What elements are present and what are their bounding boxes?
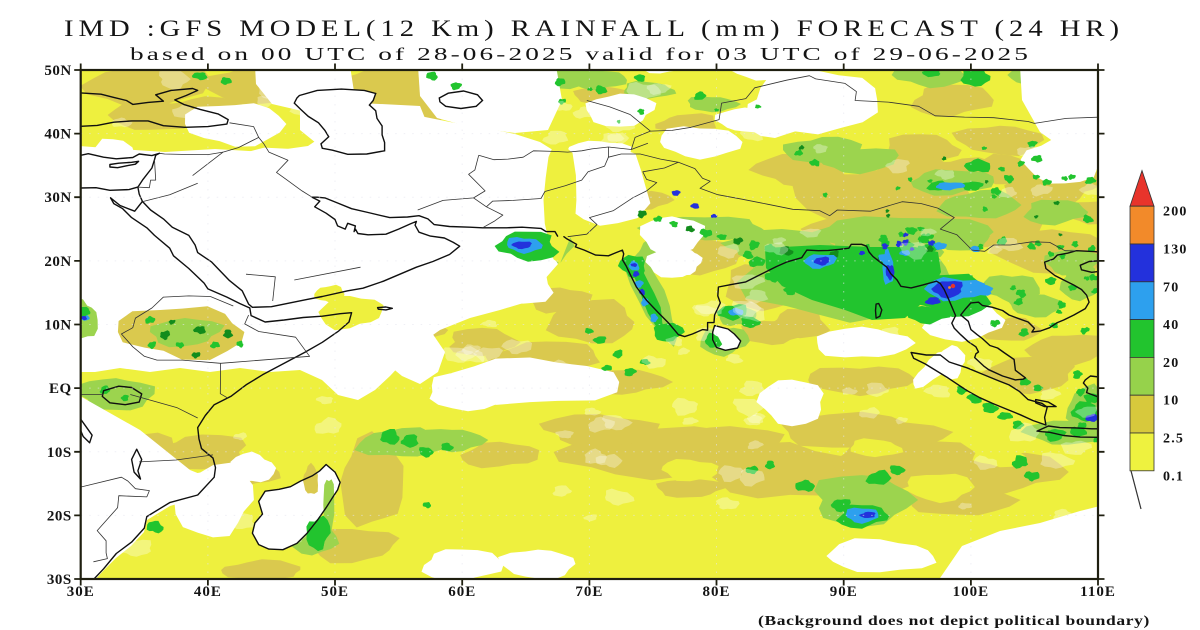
svg-text:50N: 50N	[44, 63, 71, 79]
svg-text:(Background does not depict po: (Background does not depict political bo…	[758, 613, 1150, 628]
svg-text:100E: 100E	[953, 584, 990, 600]
svg-text:IMD :GFS MODEL(12 Km) RAINFALL: IMD :GFS MODEL(12 Km) RAINFALL (mm) FORE…	[64, 16, 1124, 41]
svg-text:30E: 30E	[67, 584, 95, 600]
svg-text:30S: 30S	[47, 572, 72, 588]
svg-text:20N: 20N	[44, 254, 71, 270]
svg-text:based on 00 UTC of 28-06-2025: based on 00 UTC of 28-06-2025 valid for …	[130, 44, 1031, 64]
svg-text:60E: 60E	[448, 584, 476, 600]
svg-text:200: 200	[1163, 205, 1188, 220]
svg-text:2.5: 2.5	[1163, 432, 1184, 447]
svg-text:10S: 10S	[47, 445, 72, 461]
svg-text:20: 20	[1163, 356, 1179, 371]
svg-text:70E: 70E	[575, 584, 603, 600]
svg-text:40E: 40E	[194, 584, 222, 600]
svg-text:30N: 30N	[44, 190, 71, 206]
svg-text:80E: 80E	[702, 584, 730, 600]
svg-text:20S: 20S	[47, 508, 72, 524]
svg-text:40: 40	[1163, 318, 1179, 333]
svg-text:40N: 40N	[44, 127, 71, 143]
svg-text:0.1: 0.1	[1163, 469, 1184, 484]
svg-text:130: 130	[1163, 243, 1188, 258]
svg-text:EQ: EQ	[49, 381, 72, 397]
svg-text:110E: 110E	[1080, 584, 1116, 600]
svg-text:10: 10	[1163, 394, 1179, 409]
svg-text:50E: 50E	[321, 584, 349, 600]
svg-text:10N: 10N	[44, 318, 71, 334]
svg-text:90E: 90E	[830, 584, 858, 600]
svg-text:70: 70	[1163, 280, 1179, 295]
